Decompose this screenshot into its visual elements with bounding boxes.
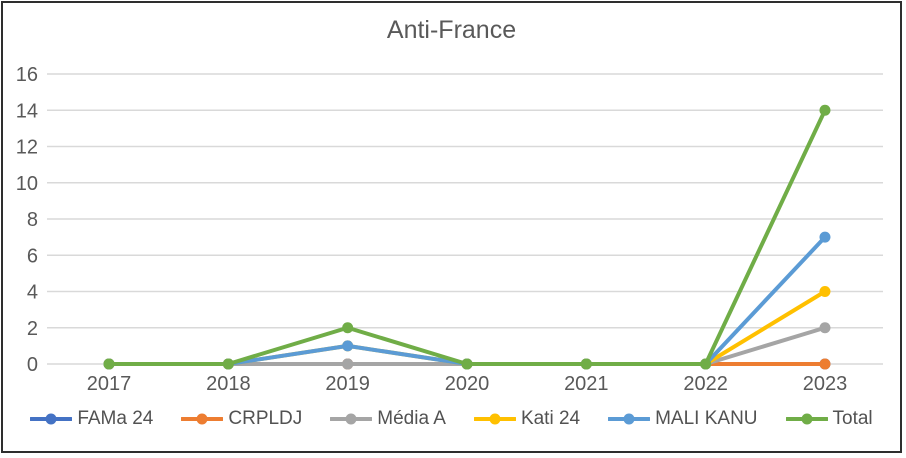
data-point-marker	[819, 286, 831, 297]
legend-label: Kati 24	[520, 408, 581, 429]
x-axis-tick-label: 2018	[206, 373, 251, 395]
x-axis-tick-label: 2021	[564, 373, 609, 395]
legend-label: FAMa 24	[77, 408, 154, 429]
x-axis-tick-label: 2017	[87, 373, 132, 395]
data-point-marker	[342, 358, 354, 370]
legend-item-total: Total	[785, 408, 873, 430]
legend-line-marker-icon	[608, 413, 651, 425]
legend-label: Média A	[377, 408, 446, 429]
data-point-marker	[819, 104, 831, 116]
legend-line-marker-icon	[30, 413, 73, 425]
x-axis-tick-label: 2023	[803, 373, 848, 395]
y-axis-tick-label: 8	[27, 209, 38, 231]
plot-area: 0 2 4 6 8 10 12 14 16 2017 2018 2019 2020 2021 2022 202…	[16, 64, 883, 395]
data-point-marker	[819, 231, 831, 243]
series-line-total	[107, 108, 827, 366]
legend-item-mali-kanu: MALI KANU	[608, 408, 758, 430]
data-point-marker	[580, 358, 592, 370]
y-axis-tick-label: 0	[27, 354, 38, 376]
y-axis-tick-label: 16	[16, 64, 38, 86]
data-point-marker	[700, 358, 712, 370]
y-axis-tick-label: 14	[16, 100, 38, 122]
data-point-marker	[461, 358, 473, 370]
legend-line-marker-icon	[473, 413, 516, 425]
y-axis-tick-label: 4	[27, 282, 38, 304]
data-point-marker	[342, 340, 354, 352]
y-axis-tick-label: 6	[27, 245, 38, 267]
legend-label: CRPLDJ	[228, 408, 303, 429]
legend-item-média-a: Média A	[330, 408, 446, 430]
legend-label: Total	[832, 408, 873, 429]
legend: FAMa 24 CRPLDJ Média A Kati 24 MALI KANU Tota…	[3, 408, 900, 430]
data-point-marker	[103, 358, 115, 370]
legend-line-marker-icon	[181, 413, 224, 425]
y-axis-tick-label: 12	[16, 137, 38, 159]
data-point-marker	[819, 358, 831, 370]
legend-item-kati-24: Kati 24	[473, 408, 581, 430]
x-axis-tick-label: 2019	[325, 373, 370, 395]
data-point-marker	[819, 322, 831, 334]
legend-item-crpldj: CRPLDJ	[181, 408, 302, 430]
legend-item-fama-24: FAMa 24	[30, 408, 153, 430]
series-line-mali-kanu	[107, 235, 827, 366]
data-point-marker	[342, 322, 354, 334]
legend-label: MALI KANU	[655, 408, 758, 429]
data-point-marker	[222, 358, 234, 370]
chart-title: Anti-France	[386, 16, 517, 44]
x-axis-tick-label: 2020	[445, 373, 490, 395]
legend-line-marker-icon	[330, 413, 373, 425]
y-axis-tick-label: 2	[27, 318, 38, 340]
x-axis-tick-label: 2022	[683, 373, 728, 395]
legend-line-marker-icon	[785, 413, 828, 425]
y-axis-tick-label: 10	[16, 173, 38, 195]
